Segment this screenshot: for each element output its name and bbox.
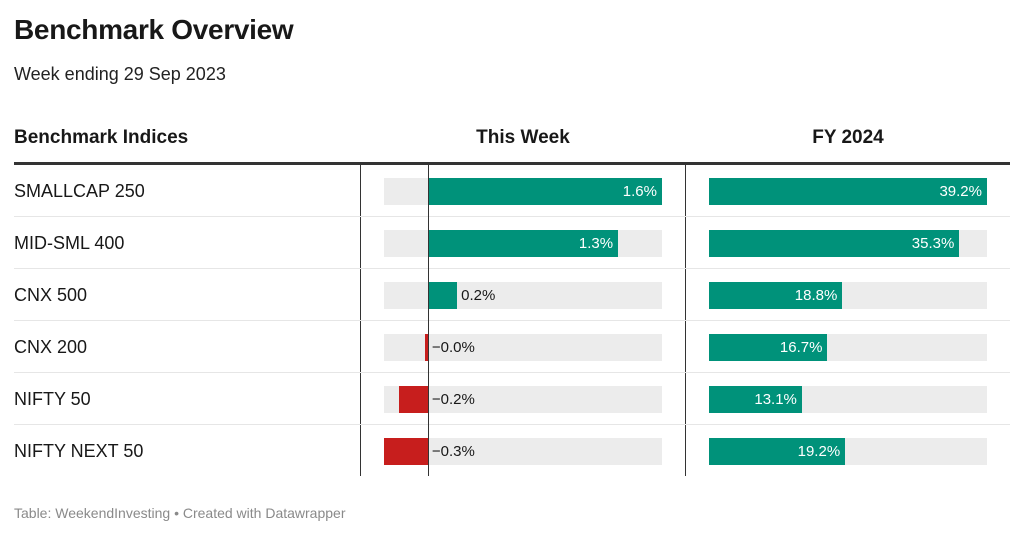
column-header-indices[interactable]: Benchmark Indices	[14, 127, 189, 148]
fy-value-label: 35.3%	[911, 235, 955, 252]
index-name: CNX 200	[14, 337, 88, 357]
column-header-fy-2024[interactable]: FY 2024	[812, 127, 884, 148]
week-zero-line	[427, 165, 429, 476]
table-row: CNX 500 0.2% 18.8%	[14, 269, 1010, 321]
row-divider	[14, 268, 1010, 269]
week-value-label: −0.3%	[431, 443, 475, 460]
week-bar	[427, 230, 619, 257]
week-bar	[424, 334, 428, 361]
week-value-label: −0.0%	[431, 339, 475, 356]
week-bar-track: −0.2%	[384, 386, 662, 413]
week-value-label: −0.2%	[431, 391, 475, 408]
fy-bar-track: 18.8%	[709, 282, 987, 309]
fy-value-label: 39.2%	[939, 183, 982, 200]
week-value-label: 1.3%	[578, 235, 614, 252]
table-row: NIFTY 50 −0.2% 13.1%	[14, 373, 1010, 425]
chart-footer: Table: WeekendInvesting • Created with D…	[14, 505, 346, 521]
fy-bar	[709, 438, 846, 465]
row-divider	[14, 216, 1010, 217]
index-name: NIFTY 50	[14, 389, 91, 409]
row-divider	[14, 320, 1010, 321]
fy-bar	[709, 230, 960, 257]
week-bar-track: 0.2%	[384, 282, 662, 309]
fy-bar-track: 13.1%	[709, 386, 987, 413]
fy-bar-track: 19.2%	[709, 438, 987, 465]
table-row: MID-SML 400 1.3% 35.3%	[14, 217, 1010, 269]
fy-value-label: 16.7%	[779, 339, 823, 356]
index-name: MID-SML 400	[14, 233, 125, 253]
week-bar-track: −0.3%	[384, 438, 662, 465]
fy-value-label: 13.1%	[754, 391, 797, 408]
row-divider	[14, 372, 1010, 373]
week-bar	[384, 438, 428, 465]
fy-bar	[709, 282, 843, 309]
fy-bar-track: 39.2%	[709, 178, 987, 205]
column-header-this-week[interactable]: This Week	[476, 127, 570, 148]
week-bar-track: −0.0%	[384, 334, 662, 361]
chart-title: Benchmark Overview	[14, 14, 294, 45]
week-value-label: 1.6%	[622, 183, 657, 200]
index-name: NIFTY NEXT 50	[14, 441, 144, 461]
fy-value-label: 18.8%	[794, 287, 838, 304]
fy-value-label: 19.2%	[797, 443, 841, 460]
week-value-label: 0.2%	[461, 287, 496, 304]
week-bar-track: 1.6%	[384, 178, 662, 205]
fy-bar-track: 35.3%	[709, 230, 987, 257]
row-divider	[14, 424, 1010, 425]
table-row: NIFTY NEXT 50 −0.3% 19.2%	[14, 425, 1010, 477]
week-bar	[427, 282, 458, 309]
chart-subtitle: Week ending 29 Sep 2023	[14, 64, 226, 84]
header-rule	[14, 162, 1010, 165]
table-row: SMALLCAP 250 1.6% 39.2%	[14, 165, 1010, 217]
table-row: CNX 200 −0.0% 16.7%	[14, 321, 1010, 373]
index-name: CNX 500	[14, 285, 88, 305]
week-bar-track: 1.3%	[384, 230, 662, 257]
fy-bar	[709, 334, 828, 361]
fy-bar	[709, 178, 987, 205]
fy-bar-track: 16.7%	[709, 334, 987, 361]
index-name: SMALLCAP 250	[14, 181, 145, 201]
week-bar	[398, 386, 428, 413]
week-bar	[427, 178, 662, 205]
fy-bar	[709, 386, 802, 413]
